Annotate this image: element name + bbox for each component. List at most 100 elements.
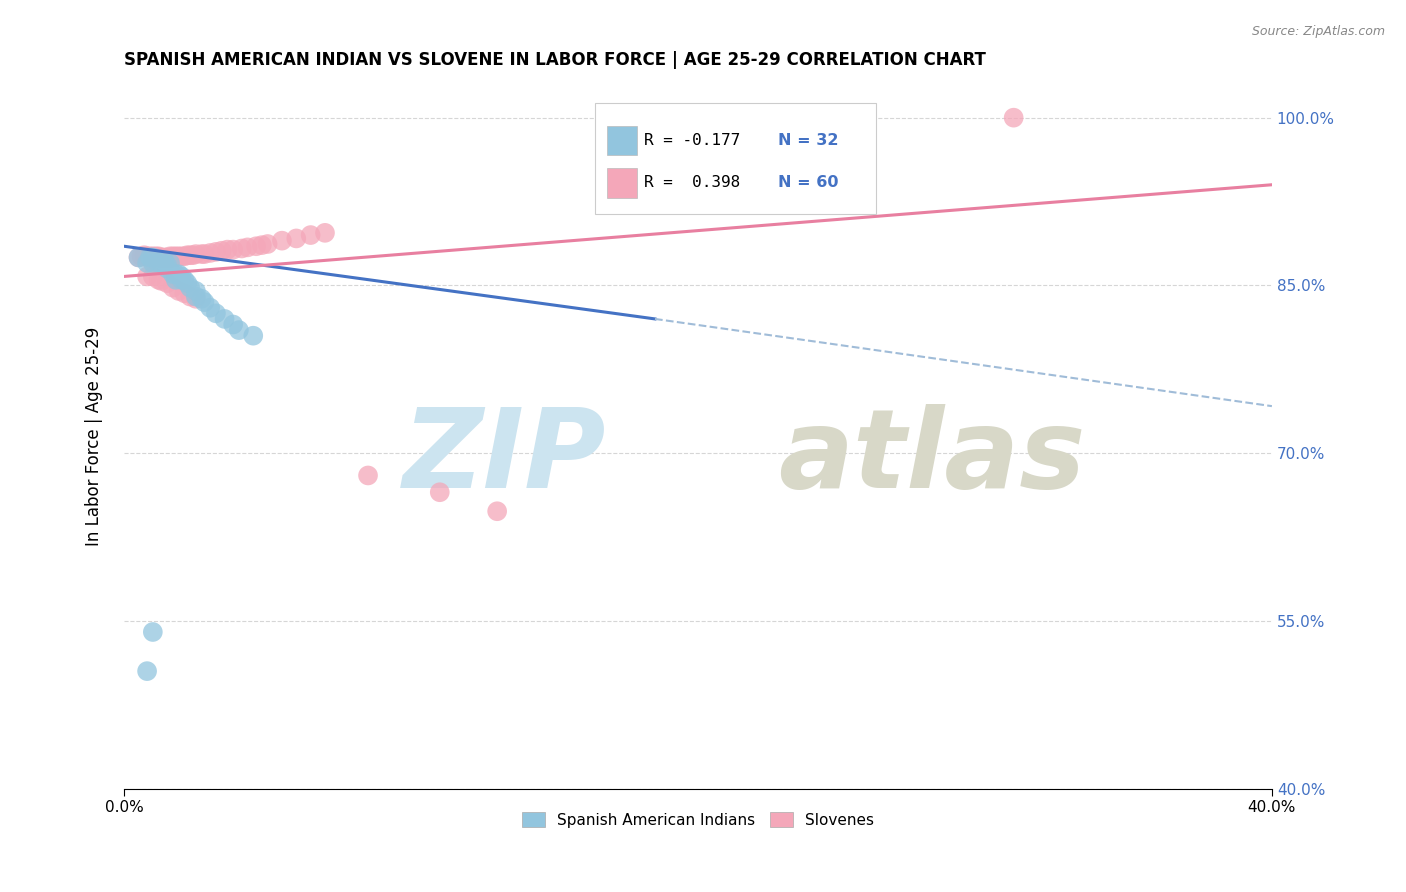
- Point: [167, 249, 190, 263]
- Point: [165, 249, 187, 263]
- Point: [145, 249, 167, 263]
- Point: [357, 468, 380, 483]
- Point: [173, 273, 195, 287]
- Point: [179, 280, 201, 294]
- Point: [193, 295, 215, 310]
- Text: Source: ZipAtlas.com: Source: ZipAtlas.com: [1251, 25, 1385, 38]
- Point: [184, 289, 207, 303]
- Point: [127, 251, 149, 265]
- Point: [190, 247, 212, 261]
- Point: [184, 284, 207, 298]
- Point: [242, 328, 264, 343]
- Point: [159, 252, 181, 266]
- Point: [429, 485, 451, 500]
- Point: [211, 244, 233, 258]
- Point: [250, 238, 273, 252]
- Point: [145, 251, 167, 265]
- Point: [256, 237, 278, 252]
- Point: [222, 243, 245, 257]
- Point: [136, 256, 159, 270]
- Point: [200, 246, 222, 260]
- Point: [271, 234, 294, 248]
- Point: [156, 252, 179, 266]
- Point: [139, 249, 162, 263]
- Text: ZIP: ZIP: [402, 404, 606, 511]
- Point: [162, 280, 184, 294]
- Point: [162, 267, 184, 281]
- Point: [142, 269, 165, 284]
- Y-axis label: In Labor Force | Age 25-29: In Labor Force | Age 25-29: [86, 326, 103, 546]
- Point: [142, 625, 165, 640]
- Point: [285, 231, 308, 245]
- Point: [167, 284, 190, 298]
- Point: [142, 256, 165, 270]
- Point: [139, 251, 162, 265]
- Point: [127, 251, 149, 265]
- Point: [148, 249, 170, 263]
- Point: [134, 248, 156, 262]
- Point: [142, 251, 165, 265]
- Point: [231, 242, 253, 256]
- Point: [165, 273, 187, 287]
- Point: [139, 251, 162, 265]
- Point: [176, 248, 198, 262]
- Point: [486, 504, 509, 518]
- Point: [173, 249, 195, 263]
- Point: [228, 323, 250, 337]
- Point: [214, 312, 236, 326]
- Point: [184, 247, 207, 261]
- Point: [1002, 111, 1025, 125]
- Point: [156, 258, 179, 272]
- Point: [184, 292, 207, 306]
- Text: R =  0.398: R = 0.398: [644, 175, 741, 190]
- Point: [136, 249, 159, 263]
- Point: [217, 243, 239, 257]
- Point: [205, 306, 228, 320]
- Point: [181, 248, 204, 262]
- Point: [167, 267, 190, 281]
- Point: [179, 289, 201, 303]
- Point: [165, 251, 187, 265]
- Point: [156, 276, 179, 290]
- Text: N = 32: N = 32: [779, 133, 839, 148]
- Text: SPANISH AMERICAN INDIAN VS SLOVENE IN LABOR FORCE | AGE 25-29 CORRELATION CHART: SPANISH AMERICAN INDIAN VS SLOVENE IN LA…: [124, 51, 986, 69]
- FancyBboxPatch shape: [607, 168, 637, 197]
- Text: atlas: atlas: [779, 404, 1085, 511]
- FancyBboxPatch shape: [595, 103, 876, 214]
- Point: [153, 251, 176, 265]
- Point: [170, 273, 193, 287]
- Point: [165, 267, 187, 281]
- FancyBboxPatch shape: [607, 126, 637, 155]
- Point: [150, 251, 173, 265]
- Point: [148, 251, 170, 265]
- Legend: Spanish American Indians, Slovenes: Spanish American Indians, Slovenes: [516, 805, 880, 834]
- Point: [150, 274, 173, 288]
- Point: [314, 226, 336, 240]
- Point: [150, 252, 173, 266]
- Point: [236, 240, 259, 254]
- Point: [159, 249, 181, 263]
- Point: [193, 247, 215, 261]
- Point: [162, 249, 184, 263]
- Point: [148, 273, 170, 287]
- Point: [156, 251, 179, 265]
- Point: [156, 261, 179, 276]
- Text: R = -0.177: R = -0.177: [644, 133, 741, 148]
- Point: [176, 276, 198, 290]
- Point: [136, 664, 159, 678]
- Point: [131, 249, 153, 263]
- Point: [222, 318, 245, 332]
- Point: [136, 269, 159, 284]
- Point: [205, 244, 228, 259]
- Point: [153, 253, 176, 268]
- Point: [170, 269, 193, 284]
- Point: [170, 249, 193, 263]
- Text: N = 60: N = 60: [779, 175, 839, 190]
- Point: [245, 239, 267, 253]
- Point: [179, 248, 201, 262]
- Point: [159, 256, 181, 270]
- Point: [136, 251, 159, 265]
- Point: [142, 249, 165, 263]
- Point: [142, 251, 165, 265]
- Point: [173, 286, 195, 301]
